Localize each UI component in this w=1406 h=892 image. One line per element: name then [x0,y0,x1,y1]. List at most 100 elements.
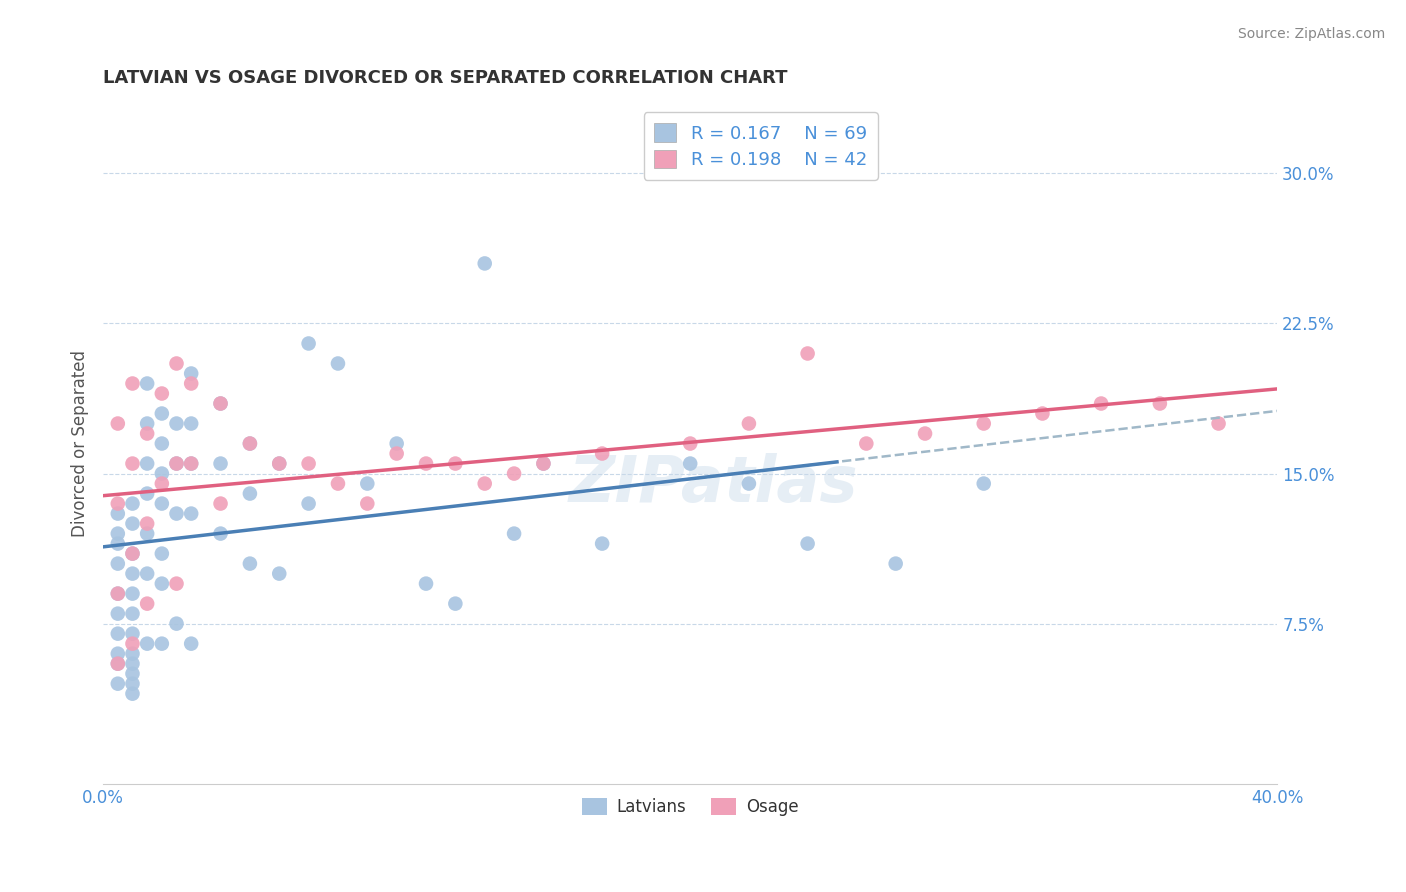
Point [180,457,202,471]
Point [166,457,188,471]
Point [385,446,408,460]
Point [121,657,143,671]
Text: Source: ZipAtlas.com: Source: ZipAtlas.com [1237,27,1385,41]
Point [209,396,232,410]
Point [121,376,143,391]
Point [297,497,319,511]
Point [136,457,159,471]
Point [738,476,761,491]
Point [150,576,173,591]
Point [1090,396,1112,410]
Point [679,436,702,450]
Point [796,536,818,550]
Point [1208,417,1230,431]
Point [121,566,143,581]
Point [180,367,202,381]
Point [503,467,526,481]
Point [180,507,202,521]
Point [107,647,129,661]
Point [533,457,555,471]
Point [269,566,291,581]
Point [136,426,159,441]
Point [121,497,143,511]
Point [415,576,437,591]
Point [166,616,188,631]
Point [474,256,496,270]
Point [503,526,526,541]
Point [385,436,408,450]
Point [166,457,188,471]
Point [444,457,467,471]
Point [136,526,159,541]
Point [914,426,936,441]
Point [107,587,129,601]
Legend: Latvians, Osage: Latvians, Osage [575,791,806,823]
Point [209,526,232,541]
Point [107,657,129,671]
Point [973,476,995,491]
Point [121,587,143,601]
Point [136,376,159,391]
Text: LATVIAN VS OSAGE DIVORCED OR SEPARATED CORRELATION CHART: LATVIAN VS OSAGE DIVORCED OR SEPARATED C… [103,69,787,87]
Point [209,497,232,511]
Point [269,457,291,471]
Point [121,647,143,661]
Point [121,637,143,651]
Point [591,446,613,460]
Point [166,576,188,591]
Point [121,676,143,690]
Point [136,486,159,500]
Point [533,457,555,471]
Point [107,587,129,601]
Point [1149,396,1171,410]
Point [326,476,349,491]
Point [121,607,143,621]
Point [209,396,232,410]
Point [180,457,202,471]
Point [136,637,159,651]
Point [121,547,143,561]
Point [444,597,467,611]
Point [150,436,173,450]
Point [121,666,143,681]
Point [180,637,202,651]
Point [973,417,995,431]
Point [107,526,129,541]
Point [415,457,437,471]
Point [107,497,129,511]
Point [107,557,129,571]
Point [180,376,202,391]
Point [738,417,761,431]
Point [356,476,378,491]
Point [150,476,173,491]
Point [855,436,877,450]
Point [121,547,143,561]
Point [150,497,173,511]
Point [239,486,262,500]
Point [121,516,143,531]
Point [474,476,496,491]
Point [884,557,907,571]
Point [107,626,129,640]
Point [679,457,702,471]
Point [239,436,262,450]
Point [136,566,159,581]
Point [166,507,188,521]
Point [107,417,129,431]
Point [796,346,818,360]
Point [121,687,143,701]
Point [150,547,173,561]
Point [136,516,159,531]
Point [107,676,129,690]
Point [150,386,173,401]
Point [150,637,173,651]
Point [356,497,378,511]
Point [136,417,159,431]
Point [121,626,143,640]
Y-axis label: Divorced or Separated: Divorced or Separated [72,350,89,537]
Point [107,607,129,621]
Point [297,457,319,471]
Point [239,557,262,571]
Point [297,336,319,351]
Point [591,536,613,550]
